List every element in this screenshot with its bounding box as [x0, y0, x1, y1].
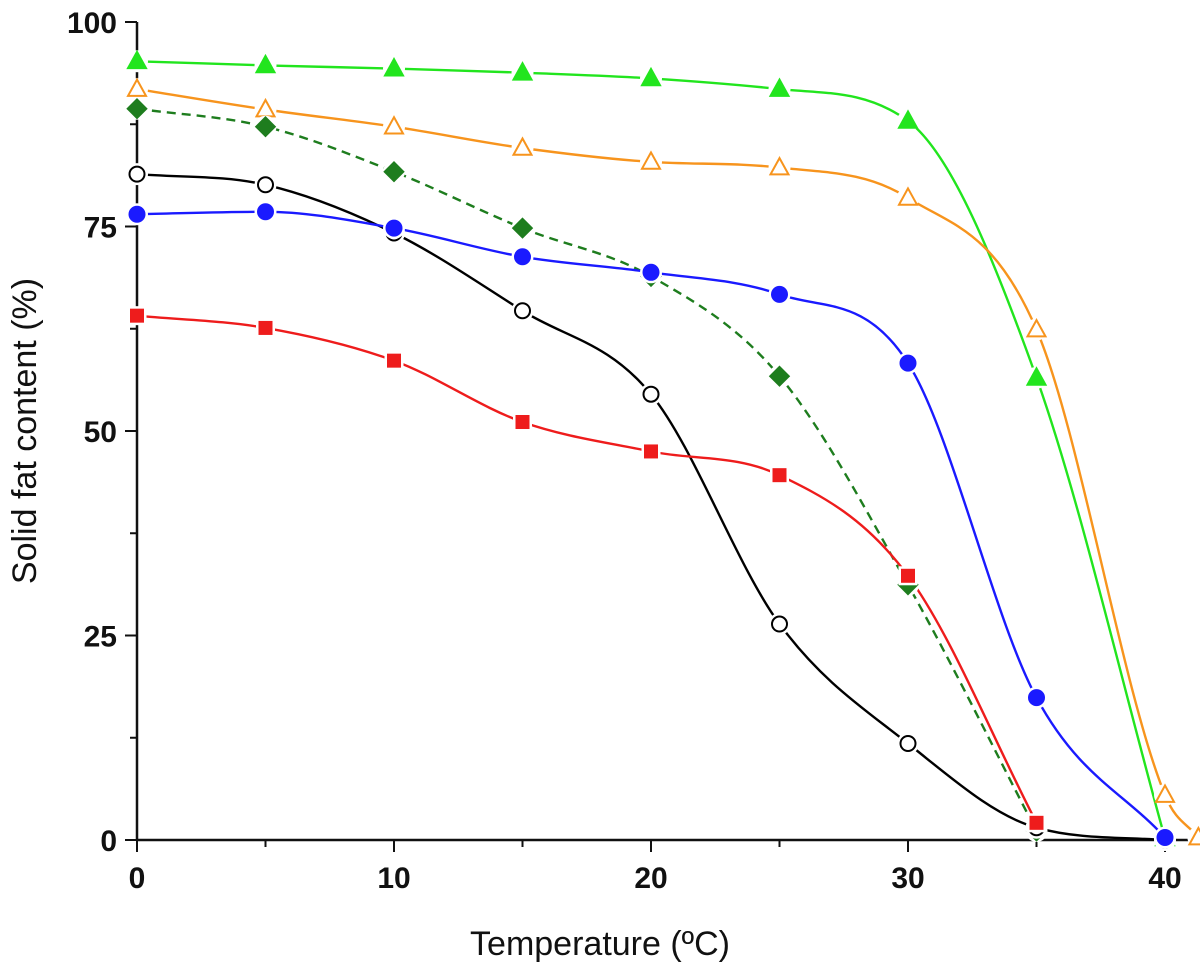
data-point-triangle-filled	[640, 66, 662, 90]
axis-ticks	[125, 21, 1166, 852]
series-lines	[136, 60, 1200, 842]
axis-tick-labels: 0 10 20 30 40 0 25 50 75 100	[67, 7, 1182, 895]
y-tick-label: 50	[84, 416, 117, 449]
data-point-square-filled	[513, 412, 532, 432]
data-point-square-filled	[770, 465, 789, 485]
data-point-diamond-filled	[511, 217, 534, 240]
data-point-square-filled	[127, 306, 147, 326]
data-point-circle-filled	[383, 217, 405, 240]
data-point-square-filled	[256, 318, 275, 338]
data-point-circle-filled	[254, 200, 277, 223]
y-tick-label: 0	[100, 825, 117, 858]
series-line-circle-filled	[136, 210, 1166, 839]
data-point-circle-filled	[1154, 826, 1176, 849]
data-point-diamond-filled	[254, 115, 277, 138]
data-point-circle-open	[897, 732, 919, 755]
data-point-triangle-open	[383, 115, 405, 138]
data-point-circle-filled	[126, 203, 148, 226]
series-markers	[126, 49, 1200, 851]
data-point-circle-filled	[897, 352, 919, 375]
data-point-circle-open	[640, 383, 662, 406]
series-line-triangle-open	[136, 87, 1200, 839]
data-point-circle-filled	[1025, 686, 1048, 709]
x-axis-title: Temperature (ºC)	[470, 925, 730, 963]
data-point-circle-open	[254, 173, 277, 196]
data-point-triangle-open	[511, 136, 534, 159]
y-axis-title: Solid fat content (%)	[6, 278, 44, 584]
data-point-triangle-open	[768, 156, 791, 179]
x-tick-label: 0	[129, 862, 146, 895]
data-point-triangle-open	[254, 97, 277, 121]
data-point-triangle-filled	[511, 61, 534, 84]
data-point-triangle-open	[1025, 318, 1048, 341]
x-tick-label: 40	[1148, 862, 1181, 895]
x-tick-label: 20	[634, 862, 667, 895]
y-tick-label: 25	[84, 621, 117, 654]
data-point-square-filled	[1027, 813, 1046, 833]
series-line-triangle-filled	[136, 60, 1167, 839]
y-tick-label: 75	[84, 212, 117, 245]
data-point-square-filled	[898, 566, 918, 586]
x-tick-label: 10	[377, 862, 410, 895]
data-point-diamond-filled	[768, 365, 791, 388]
data-point-triangle-open	[1187, 825, 1200, 849]
data-point-square-filled	[384, 351, 404, 371]
data-point-triangle-filled	[897, 109, 919, 132]
axes	[135, 22, 1197, 842]
data-point-triangle-filled	[383, 57, 405, 80]
data-point-triangle-open	[1154, 783, 1176, 807]
x-tick-label: 30	[891, 862, 924, 895]
data-point-circle-open	[126, 163, 148, 186]
data-point-square-filled	[641, 441, 661, 461]
data-point-triangle-filled	[126, 49, 148, 73]
data-point-diamond-filled	[383, 160, 405, 183]
data-point-circle-filled	[640, 261, 662, 284]
data-point-circle-open	[768, 613, 791, 636]
data-point-triangle-open	[126, 77, 148, 101]
data-point-diamond-filled	[126, 97, 148, 120]
y-tick-label: 100	[67, 7, 117, 40]
data-point-triangle-filled	[254, 53, 277, 77]
data-point-triangle-open	[640, 150, 662, 173]
series-line-circle-open	[136, 172, 1166, 842]
data-point-triangle-open	[897, 186, 919, 209]
data-point-triangle-filled	[1025, 366, 1048, 389]
data-point-triangle-filled	[768, 77, 791, 101]
data-point-circle-open	[511, 299, 534, 322]
data-point-circle-filled	[768, 283, 791, 306]
data-point-circle-filled	[511, 245, 534, 268]
